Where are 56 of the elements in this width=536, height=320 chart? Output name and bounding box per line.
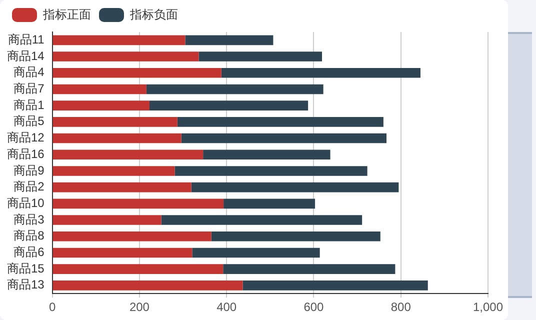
bar xyxy=(161,215,362,225)
y-tick-label: 商品13 xyxy=(6,278,45,292)
bar xyxy=(52,52,199,62)
bar xyxy=(174,166,368,176)
bar xyxy=(224,198,316,209)
bar xyxy=(191,182,399,192)
bar xyxy=(52,248,192,258)
y-tick-label: 商品2 xyxy=(14,180,45,194)
bar xyxy=(52,133,182,144)
y-tick-label: 商品9 xyxy=(14,163,45,178)
legend-label: 指标正面 xyxy=(42,7,91,22)
bar xyxy=(52,100,150,110)
y-tick-label: 商品7 xyxy=(14,82,45,96)
bar xyxy=(149,100,308,110)
bar xyxy=(192,248,320,258)
bar xyxy=(52,264,224,274)
bar xyxy=(52,231,212,242)
bar xyxy=(52,84,146,94)
y-tick-label: 商品11 xyxy=(8,32,45,46)
y-tick-label: 商品10 xyxy=(6,196,45,210)
y-tick-label: 商品16 xyxy=(6,146,45,161)
bar xyxy=(52,68,222,78)
x-tick-label: 400 xyxy=(216,300,237,314)
bar xyxy=(221,68,420,78)
bar xyxy=(52,182,192,192)
bar xyxy=(52,35,186,46)
bar xyxy=(177,117,384,127)
bar xyxy=(52,198,224,209)
x-tick-label: 600 xyxy=(304,300,324,314)
x-tick-label: 0 xyxy=(49,300,56,314)
bar xyxy=(203,150,330,160)
bar xyxy=(52,215,162,225)
y-tick-label: 商品5 xyxy=(14,114,45,128)
bar xyxy=(211,231,380,242)
y-tick-label: 商品4 xyxy=(14,65,45,80)
y-tick-label: 商品14 xyxy=(6,48,45,63)
x-tick-label: 800 xyxy=(390,300,412,314)
y-tick-label: 商品15 xyxy=(6,261,45,276)
x-tick-label: 1,000 xyxy=(472,300,504,314)
bar xyxy=(198,52,322,62)
y-tick-label: 商品12 xyxy=(6,130,45,145)
legend-label: 指标负面 xyxy=(129,7,178,22)
bar xyxy=(52,150,204,160)
y-tick-label: 商品6 xyxy=(14,245,45,260)
x-tick-label: 200 xyxy=(129,300,150,314)
y-tick-label: 商品3 xyxy=(14,212,45,226)
y-tick-label: 商品1 xyxy=(14,98,45,112)
bar xyxy=(52,280,243,290)
y-tick-label: 商品8 xyxy=(14,228,45,243)
bar xyxy=(185,35,274,46)
bar xyxy=(146,84,324,94)
bar xyxy=(52,166,175,176)
bar xyxy=(52,117,178,127)
bar xyxy=(242,280,428,290)
bar xyxy=(181,133,386,144)
bar xyxy=(223,264,396,274)
